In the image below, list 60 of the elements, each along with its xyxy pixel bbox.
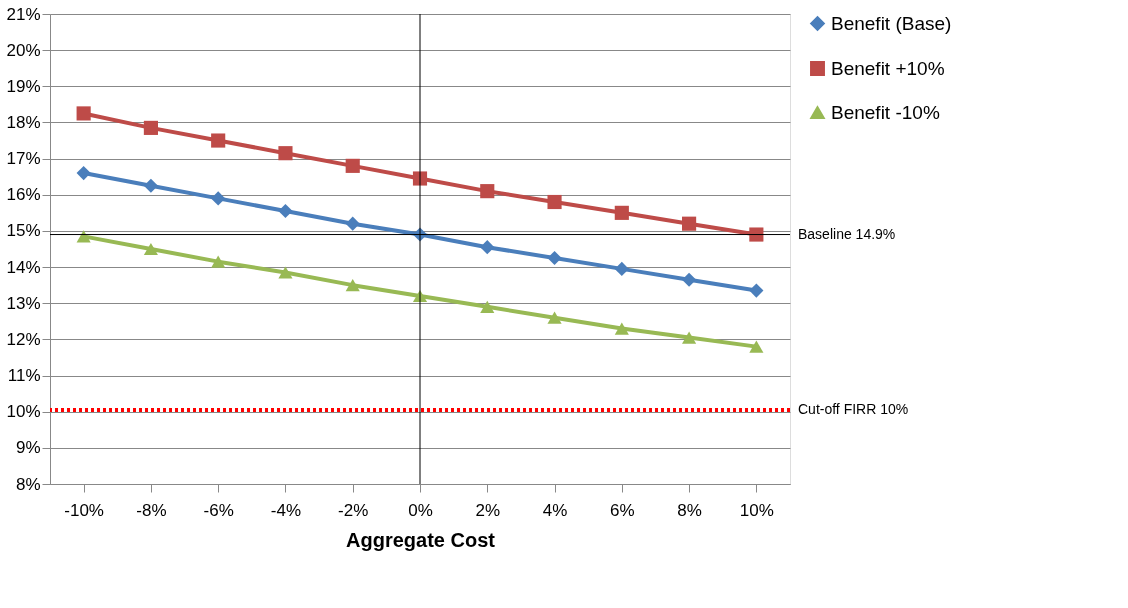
point [211,255,226,268]
point [614,261,629,276]
y-tick-label: 13% [6,293,41,313]
x-tick-label: 0% [408,500,433,520]
y-tick-label: 9% [15,438,41,458]
point [143,178,158,193]
point [76,106,91,121]
point [76,166,91,181]
legend-label: Benefit (Base) [831,12,952,34]
y-tick-label: 10% [6,402,41,422]
point [278,203,293,219]
point [345,158,360,173]
point [682,331,697,344]
point [682,272,697,287]
y-tick-label: 20% [6,40,41,60]
point [345,279,360,292]
point [143,120,158,135]
x-tick-label: -10% [64,500,104,520]
y-tick-label: 17% [6,149,41,169]
y-tick-label: 19% [6,76,41,96]
point [345,216,360,231]
y-tick-label: 12% [6,329,41,349]
point [547,311,562,324]
point [211,133,226,148]
point [749,340,764,353]
point [143,242,158,256]
point [614,322,629,335]
ref-line-label: Cut-off FIRR 10% [798,400,909,417]
point [749,227,764,242]
point [480,184,495,199]
x-tick-label: -2% [338,500,369,520]
point [614,205,629,220]
point [480,240,495,255]
x-axis-title: Aggregate Cost [346,528,496,551]
legend-label: Benefit +10% [831,57,945,79]
y-tick-label: 16% [6,185,41,205]
x-tick-label: 8% [677,500,702,520]
point [682,216,697,231]
x-tick-label: 10% [739,500,774,520]
x-tick-label: 6% [610,500,635,520]
ref-line-label: Baseline 14.9% [798,225,896,242]
legend-label: Benefit -10% [831,101,940,123]
point [547,250,562,266]
y-tick-label: 11% [7,366,41,386]
point [547,194,562,210]
point [480,300,495,313]
x-tick-label: -6% [203,500,234,520]
point [211,191,226,206]
x-tick-label: 2% [475,500,501,520]
y-tick-label: 18% [6,112,41,132]
x-tick-label: -8% [136,500,167,520]
point [278,146,293,161]
y-tick-label: 21% [6,4,41,24]
x-tick-label: 4% [542,500,568,520]
x-tick-label: -4% [270,500,302,520]
point [749,283,764,298]
y-tick-label: 8% [15,474,41,494]
y-tick-label: 14% [6,257,41,277]
point [278,266,293,279]
y-tick-label: 15% [6,221,41,241]
